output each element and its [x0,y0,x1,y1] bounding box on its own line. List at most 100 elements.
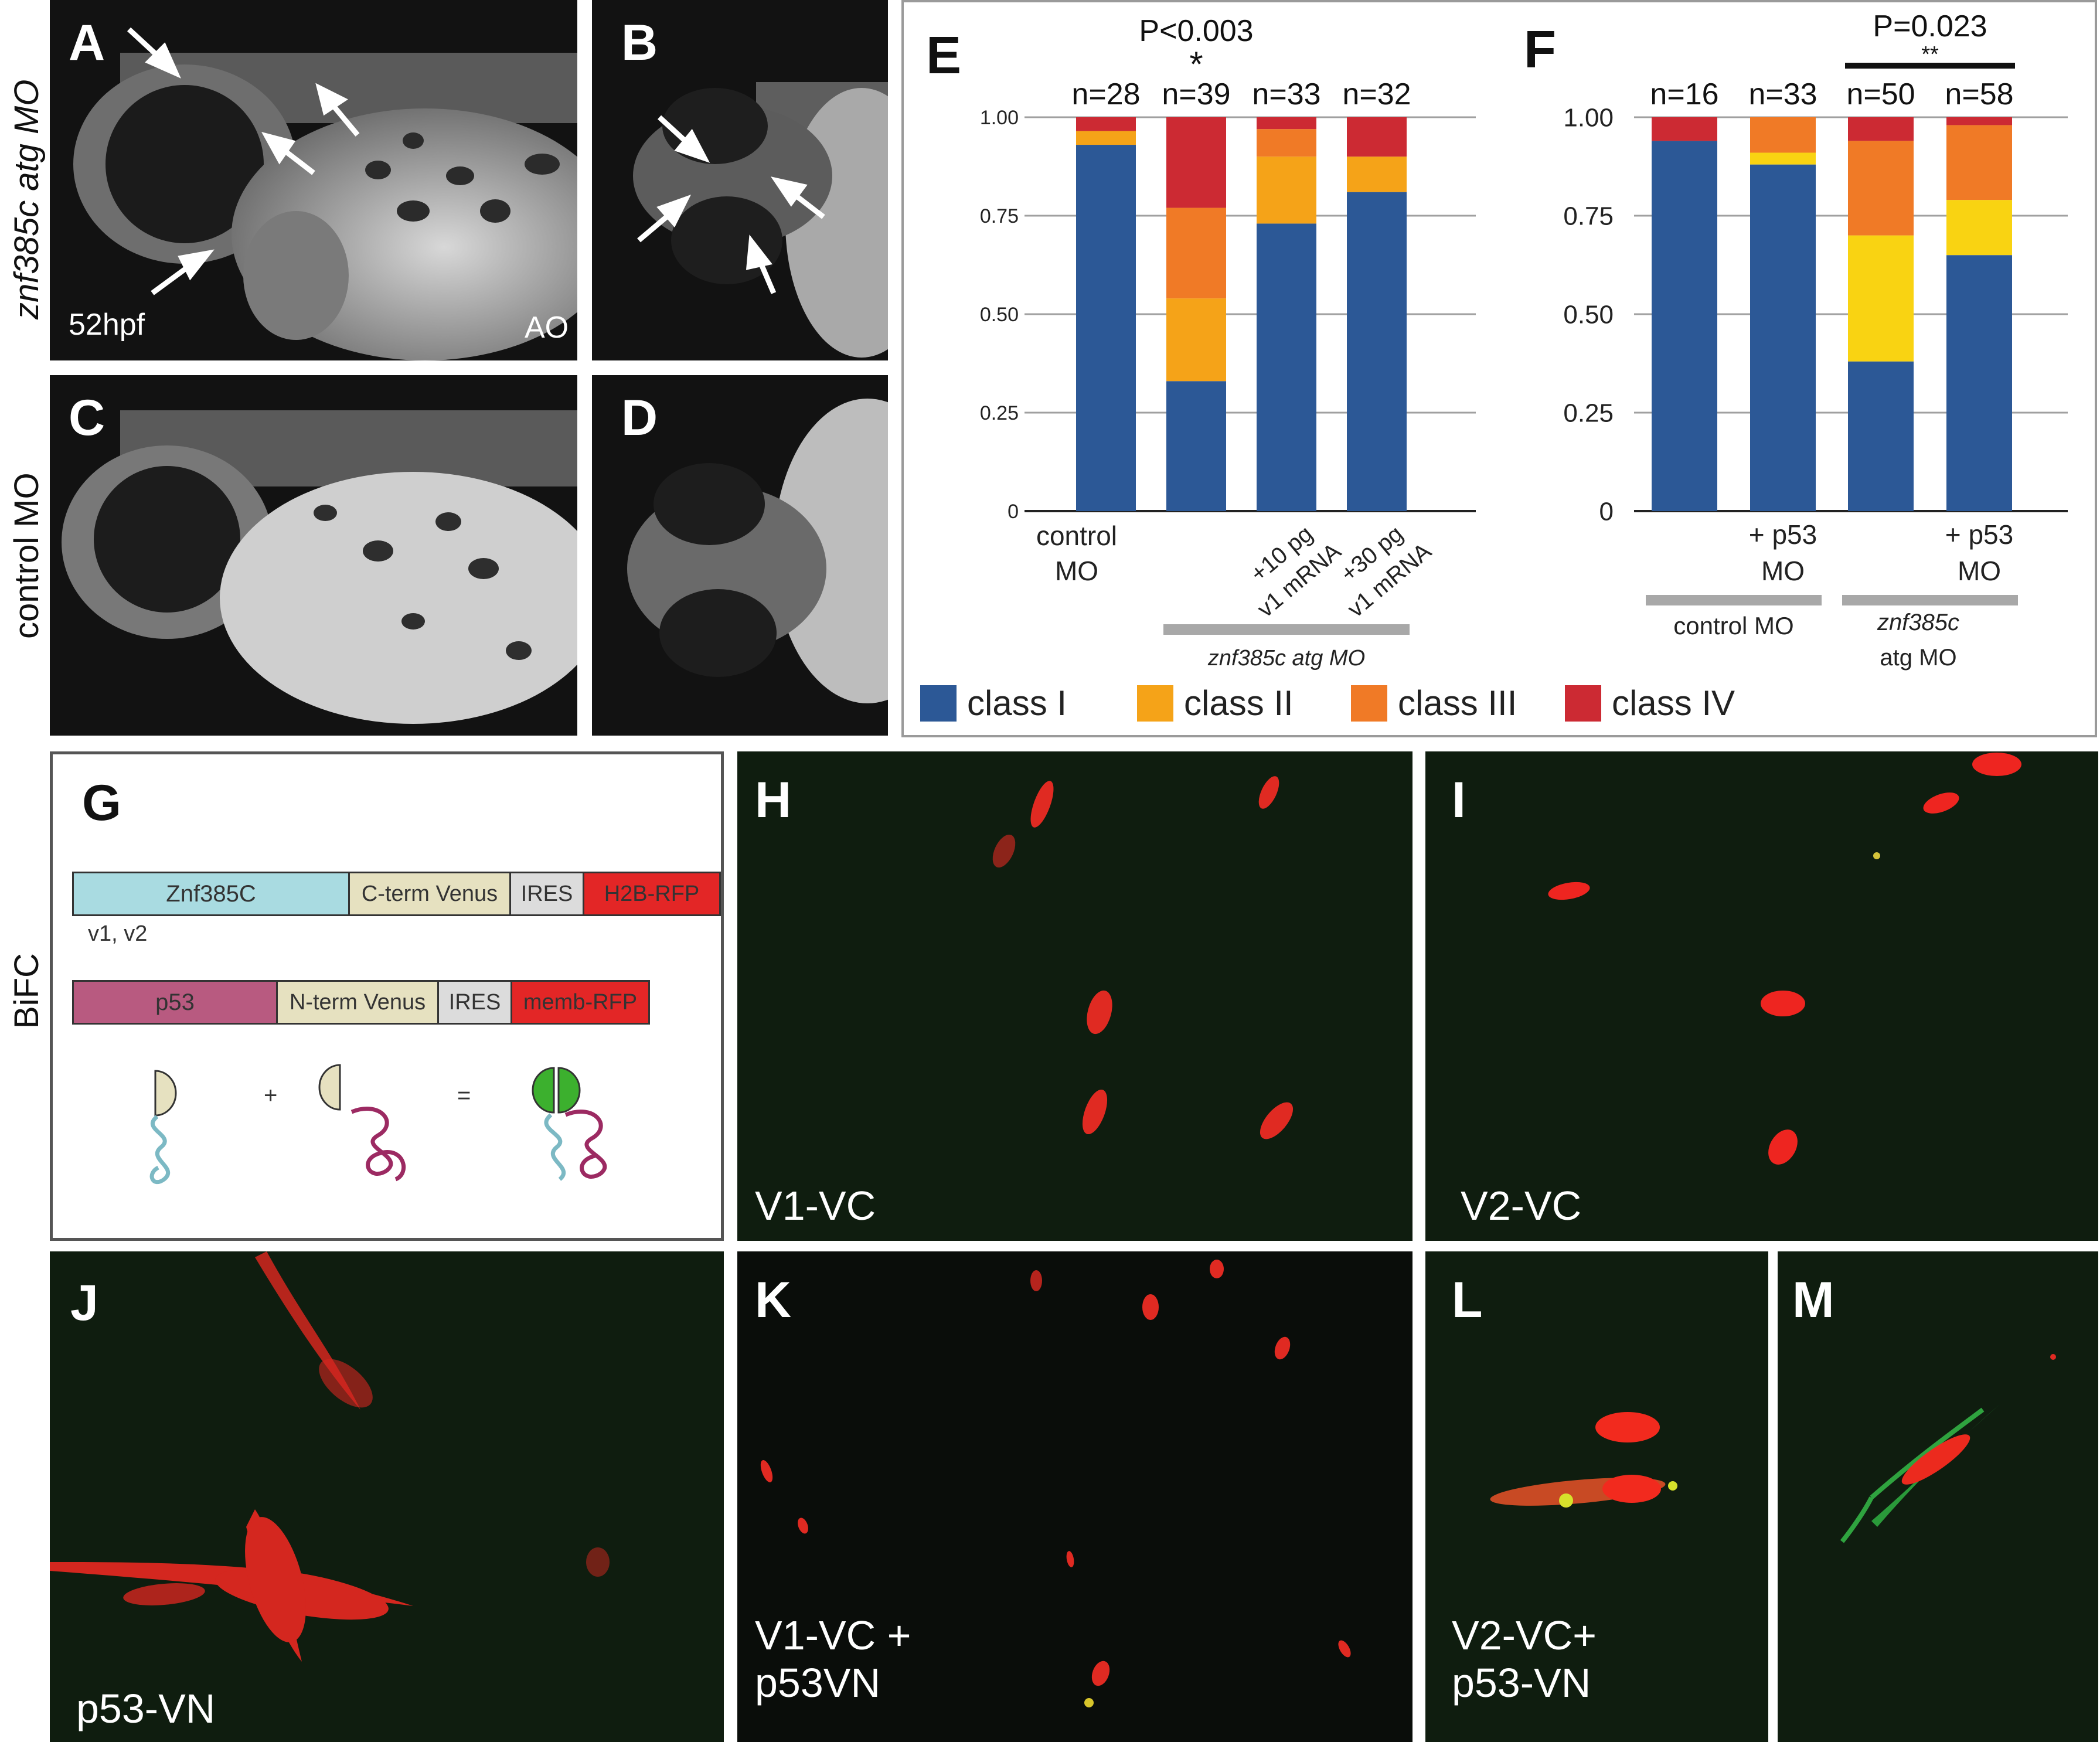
panel-a-arrows [127,27,360,295]
chart-e-ytick-label: 0.50 [980,304,1019,326]
chart-f-category-label: + p53 [1749,519,1817,550]
chart-e-bar-segment [1076,131,1136,145]
bifc-schematic: + = [149,1064,607,1185]
chart-f-n-label: n=16 [1650,77,1718,111]
legend-label-class-ii: class II [1184,683,1294,723]
stacked-bar-charts: 0 0.25 0.50 0.75 1.00 n=28 n=39 n=33 n=32 0 0.25 0.… [980,9,2068,671]
chart-f-n-label: n=33 [1748,77,1817,111]
panel-m-fluorescence-image: M [1778,1251,2098,1742]
panel-l-caption: V2-VC+ p53-VN [1452,1612,1597,1706]
chart-f-group-label: atg MO [1880,645,1956,671]
chart-e-bar-segment [1347,156,1407,192]
chart-e-ytick-label: 0.25 [980,402,1019,424]
venus-c-fragment-protein [149,1070,177,1185]
panel-k-letter: K [755,1272,792,1328]
h2b-rfp-segment: H2B-RFP [583,873,719,914]
chart-e-bar-segment [1076,145,1136,512]
panel-c-embryo-image: C [50,375,577,736]
plus-sign: + [264,1083,277,1108]
panel-h-caption: V1-VC [755,1183,876,1229]
chart-f-bar-segment [1946,125,2012,200]
panel-d-embryo-image: D [592,375,888,736]
chart-f-n-label: n=50 [1846,77,1915,111]
panel-m-letter: M [1792,1272,1834,1328]
chart-e-n-label: n=39 [1162,77,1230,111]
panel-j-caption: p53-VN [76,1686,216,1731]
chart-f-bar-segment [1946,200,2012,256]
chart-f-group-label: znf385c [1877,610,1959,635]
panel-a-time-caption: 52hpf [69,308,145,342]
panel-j-fluorescence-image: J p53-VN [50,1251,724,1742]
panel-l-cells [1490,1412,1677,1508]
panel-j-letter: J [70,1275,98,1331]
p53-segment: p53 [74,982,276,1023]
panel-k-fluorescence-image: K V1-VC + p53VN [737,1251,1413,1742]
panel-d-letter: D [621,390,658,446]
chart-f-group-label: control MO [1673,612,1793,639]
chart-e-ytick-label: 1.00 [980,107,1019,129]
chart-f-group-bar [1842,595,2018,605]
panel-l-fluorescence-image: L V2-VC+ p53-VN [1425,1251,1768,1742]
chart-f-n-label: n=58 [1945,77,2013,111]
chart-f-ytick-label: 0 [1599,497,1614,526]
panel-a-embryo-image: A 52hpf AO [50,0,577,360]
panel-h-nuclei [992,776,1294,1139]
row2-side-label: control MO [8,472,46,639]
chart-e-significance-p: P<0.003 [1139,14,1253,48]
chart-f-significance-p: P=0.023 [1873,9,1987,43]
legend-label-class-i: class I [967,683,1067,723]
chart-f-group-bar [1646,595,1822,605]
chart-e-significance-marker: * [1189,45,1203,84]
legend-swatch-class-i [920,685,957,722]
chart-e-ytick-label: 0.75 [980,205,1019,227]
chart-e-bar-segment [1166,298,1226,382]
chart-f-bar-segment [1750,117,1816,153]
chart-e-group-bar [1163,624,1410,635]
panel-m-cell [1840,1354,2056,1543]
znf385c-segment: Znf385C [74,873,348,914]
chart-e-n-label: n=33 [1252,77,1320,111]
construct2: p53 N-term Venus IRES memb-RFP [72,980,650,1025]
panel-i-caption: V2-VC [1461,1183,1582,1229]
panel-b-embryo-image: B [592,0,888,360]
chart-f-category-label: + p53 [1945,519,2013,550]
chart-e-bar-segment [1257,223,1316,511]
row3-side-label: BiFC [8,953,46,1029]
chart-f-bar-segment [1848,361,1914,511]
panel-k-caption: V1-VC + p53VN [755,1612,911,1706]
chart-f-ytick-label: 1.00 [1563,103,1614,132]
panel-h-fluorescence-image: H V1-VC [737,751,1413,1241]
chart-e-bar-segment [1347,117,1407,157]
control-embryo-dorsal-illustration [627,399,888,703]
row1-side-label: znf385c atg MO [8,79,46,319]
n-term-venus-segment: N-term Venus [276,982,437,1023]
panel-h-letter: H [755,772,792,828]
construct1-variant-note: v1, v2 [88,921,148,946]
control-embryo-lateral-illustration [62,410,577,724]
chart-f-bar-segment [1652,141,1717,511]
chart-e-bar-segment [1257,129,1316,157]
chart-f-bar-segment [1848,141,1914,236]
panel-l-letter: L [1452,1272,1483,1328]
panel-i-nuclei [1548,753,2021,1165]
legend-label-class-iii: class III [1398,683,1517,723]
panel-e-letter: E [926,26,962,85]
chart-f-bar-segment [1946,255,2012,511]
embryo-lateral-illustration [73,53,577,360]
legend-swatch-class-ii [1137,685,1173,722]
chart-e-bar-segment [1257,156,1316,224]
legend-swatch-class-iv [1565,685,1601,722]
chart-f-bar-segment [1652,117,1717,141]
legend-swatch-class-iii [1351,685,1387,722]
ires-segment-1: IRES [509,873,583,914]
chart-f-ytick-label: 0.75 [1563,202,1614,230]
chart-e-bar-segment [1347,192,1407,511]
panel-b-letter: B [621,15,658,71]
panel-j-cells [50,1251,610,1662]
panel-k-nuclei [760,1260,1351,1707]
chart-f-bar-segment [1750,164,1816,511]
chart-e-bar-segment [1257,117,1316,130]
chart-e-bar-segment [1166,381,1226,511]
chart-e-ytick-label: 0 [1008,501,1019,523]
panel-f-letter: F [1524,21,1556,79]
